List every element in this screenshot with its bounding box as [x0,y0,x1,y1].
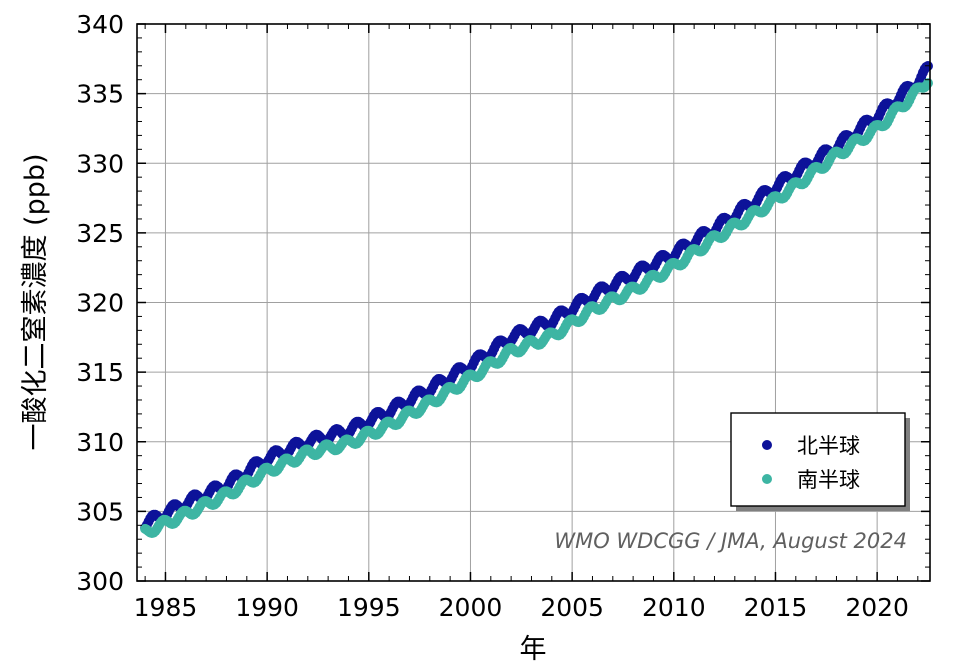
x-tick-label: 1990 [235,593,299,622]
y-tick-label: 320 [76,289,124,318]
legend: 北半球 南半球 [730,412,910,511]
y-tick-label: 325 [76,219,124,248]
legend-label-north: 北半球 [797,434,860,458]
x-tick-label: 1985 [134,593,198,622]
y-tick-label: 305 [76,497,124,526]
x-tick-label: 2015 [744,593,808,622]
axis-ticks [137,23,930,582]
y-tick-label: 315 [76,358,124,387]
y-axis-tick-labels: 300 305 310 315 320 325 330 335 340 [76,10,124,596]
x-tick-label: 2005 [540,593,604,622]
x-tick-label: 2000 [439,593,503,622]
legend-label-south: 南半球 [797,468,860,492]
y-tick-label: 330 [76,149,124,178]
y-tick-label: 310 [76,428,124,457]
legend-marker-north [762,440,772,450]
x-tick-label: 1995 [337,593,401,622]
series-south [140,78,933,539]
y-tick-label: 335 [76,80,124,109]
legend-box [730,412,906,507]
x-tick-label: 2010 [642,593,706,622]
y-tick-label: 300 [76,567,124,596]
y-axis-label: 一酸化二窒素濃度 (ppb) [20,153,51,450]
legend-marker-south [762,474,772,484]
credit-annotation: WMO WDCGG / JMA, August 2024 [554,529,907,553]
x-tick-label: 2020 [845,593,909,622]
y-tick-label: 340 [76,10,124,39]
data-points [140,61,933,539]
x-axis-label: 年 [520,634,547,665]
x-axis-tick-labels: 1985 1990 1995 2000 2005 2010 2015 2020 [134,593,909,622]
